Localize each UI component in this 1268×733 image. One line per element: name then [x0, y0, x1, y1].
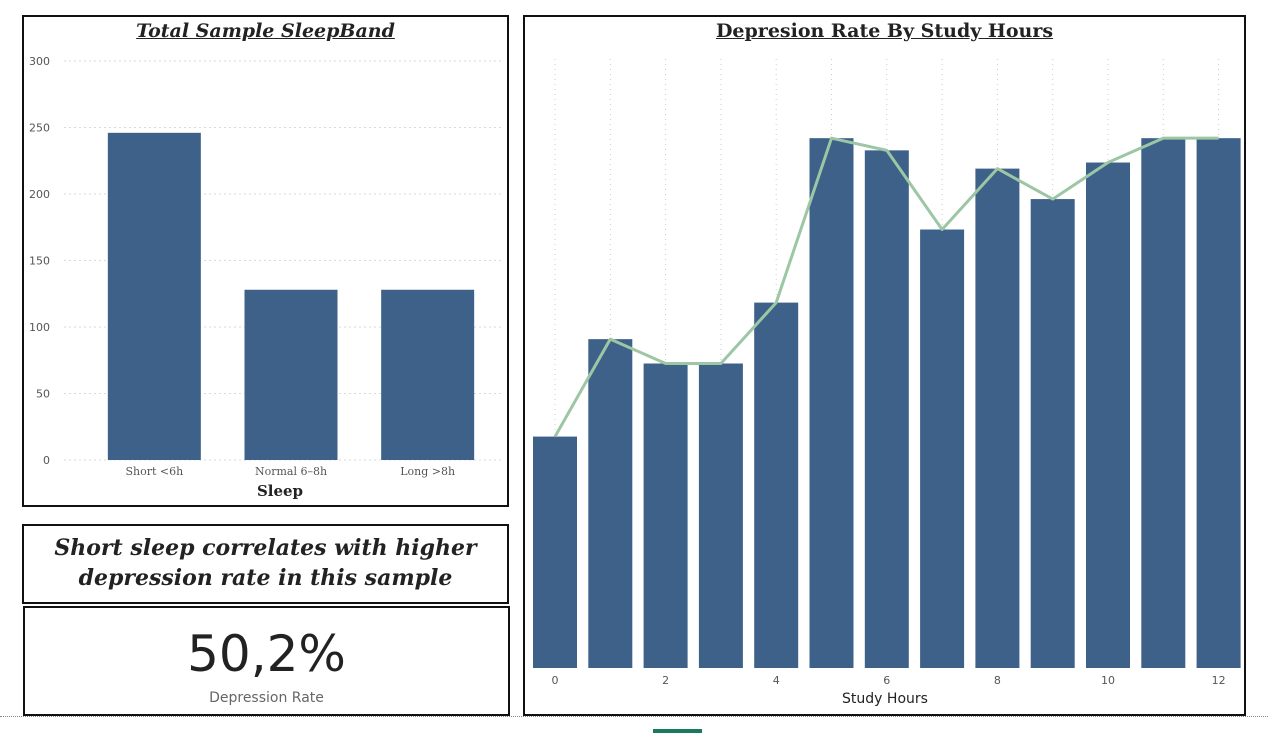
kpi-card: 50,2% Depression Rate: [23, 606, 510, 716]
insight-text: Short sleep correlates with higher depre…: [24, 533, 507, 593]
y-tick-label: 200: [29, 188, 50, 201]
y-tick-label: 100: [29, 321, 50, 334]
bar: [1030, 199, 1075, 668]
y-tick-label: 250: [29, 122, 50, 135]
x-tick-label: 8: [994, 674, 1001, 687]
x-axis-title: Sleep: [257, 482, 303, 500]
sleep-band-chart-panel: Total Sample SleepBand 0 50 100 150 200 250 30…: [22, 15, 509, 507]
x-tick-label: Long >8h: [400, 465, 455, 478]
x-tick-label: 6: [883, 674, 890, 687]
bar: [588, 339, 633, 668]
sleep-band-chart: 0 50 100 150 200 250 300 Short <6h Normal 6–8h Lo…: [29, 55, 502, 500]
active-page-tab[interactable]: [653, 729, 702, 733]
bar: [809, 138, 854, 669]
x-tick-label: 0: [552, 674, 559, 687]
page-tabs-strip: [0, 716, 1268, 733]
bar: [244, 289, 338, 460]
x-tick-label: 12: [1212, 674, 1226, 687]
y-tick-label: 300: [29, 55, 50, 68]
y-tick-label: 150: [29, 255, 50, 268]
kpi-value: 50,2%: [187, 625, 346, 683]
kpi-label: Depression Rate: [209, 690, 324, 706]
bar: [1086, 162, 1130, 668]
bar: [381, 289, 475, 460]
bar: [975, 168, 1020, 668]
study-hours-chart-panel: Depresion Rate By Study Hours 0 2 4 6 8 10 12 S…: [523, 15, 1246, 716]
x-tick-label: 10: [1101, 674, 1115, 687]
bar: [1196, 138, 1241, 669]
study-hours-chart: 0 2 4 6 8 10 12 Study Hours: [533, 59, 1241, 707]
x-axis-title: Study Hours: [842, 691, 928, 707]
x-tick-label: 2: [662, 674, 669, 687]
x-tick-label: 4: [773, 674, 780, 687]
bar: [864, 150, 909, 669]
bar: [698, 363, 743, 668]
depression-rate-line: [553, 136, 1219, 438]
study-chart-title: Depresion Rate By Study Hours: [715, 20, 1054, 42]
bar: [754, 302, 799, 668]
bar: [107, 132, 201, 460]
insight-line-1: Short sleep correlates with higher: [54, 535, 477, 561]
bar: [643, 363, 688, 668]
sleep-chart-title: Total Sample SleepBand: [136, 20, 395, 42]
bar: [1141, 138, 1186, 669]
insight-line-2: depression rate in this sample: [78, 565, 453, 591]
x-tick-label: Normal 6–8h: [255, 465, 327, 478]
insight-card: Short sleep correlates with higher depre…: [22, 524, 509, 604]
y-tick-label: 0: [43, 454, 50, 467]
x-tick-label: Short <6h: [125, 465, 183, 478]
bar: [533, 436, 577, 668]
bar: [920, 229, 965, 668]
y-tick-label: 50: [36, 388, 50, 401]
